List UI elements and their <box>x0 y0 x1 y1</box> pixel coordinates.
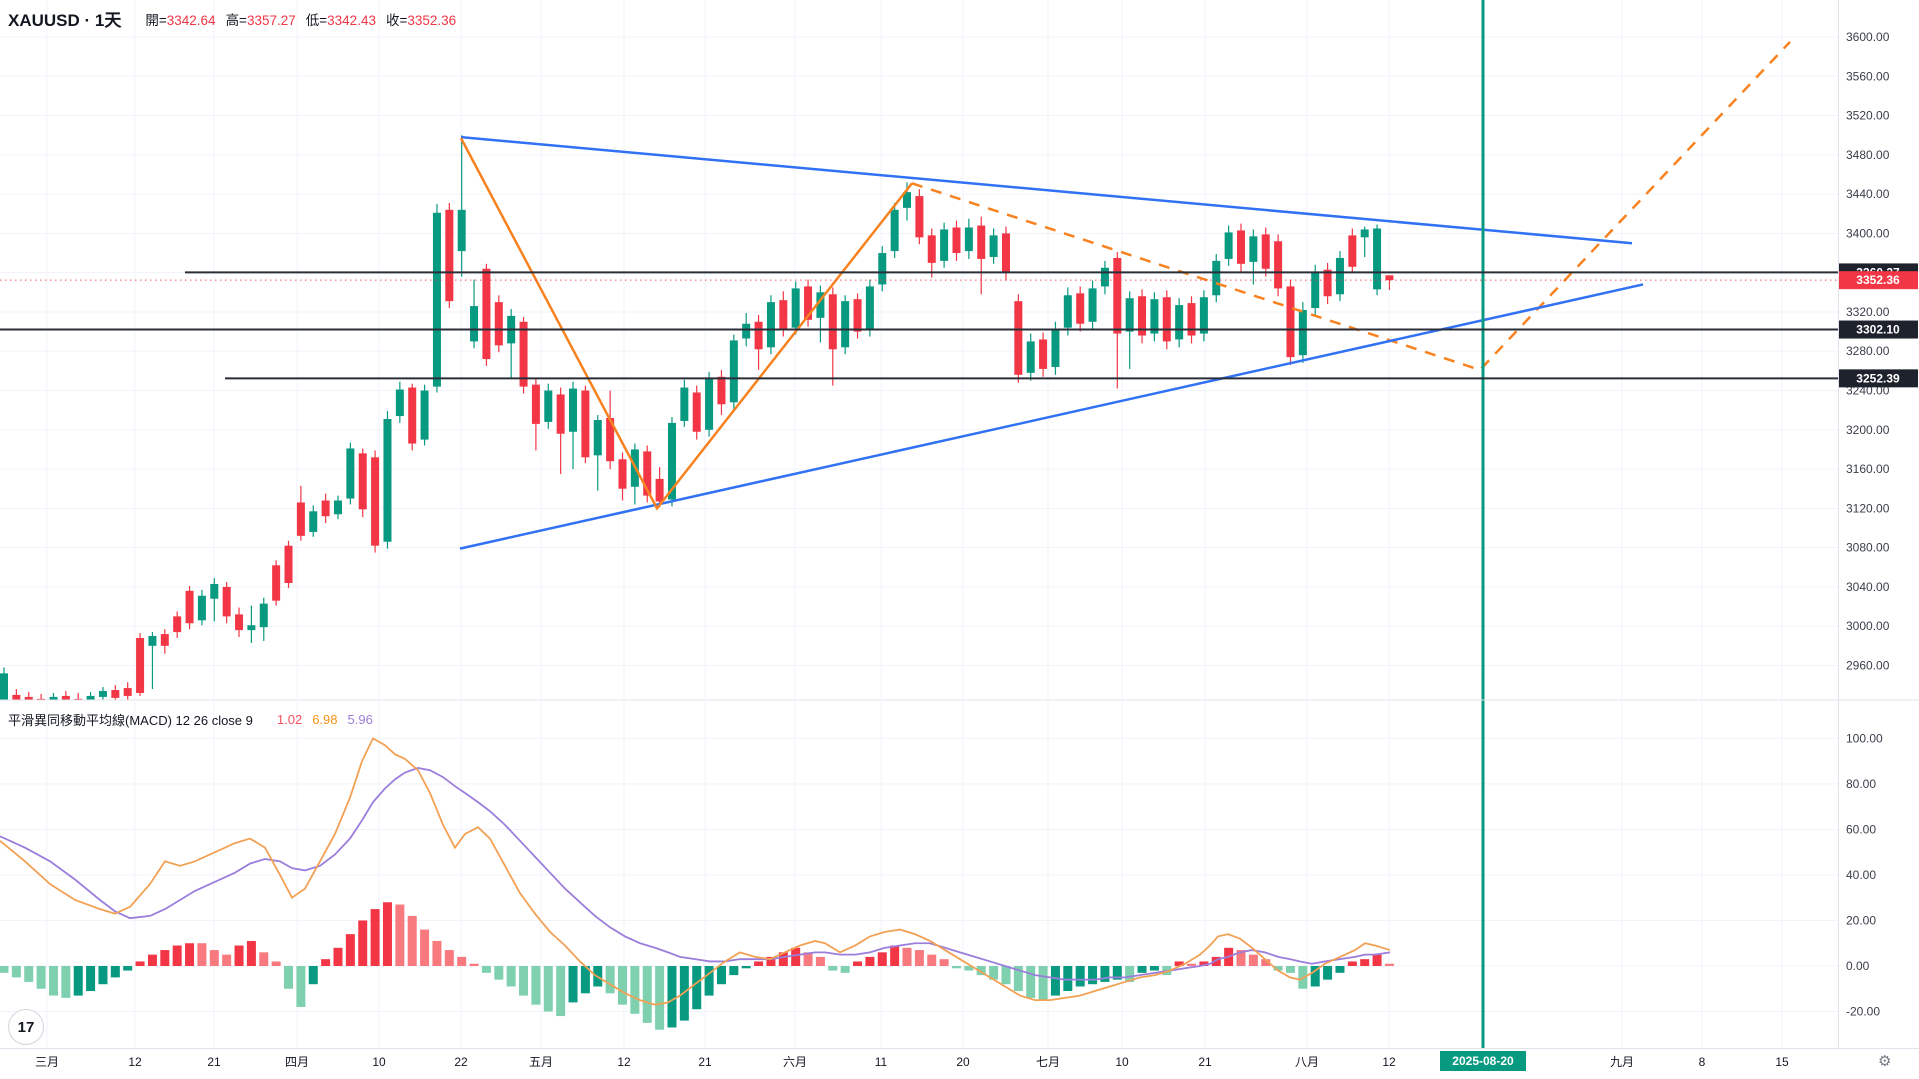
zigzag-solid <box>459 137 913 511</box>
lower-trendline <box>459 283 1644 550</box>
svg-text:21: 21 <box>698 1055 712 1069</box>
svg-text:3302.10: 3302.10 <box>1856 323 1900 337</box>
price-level-lines[interactable] <box>0 271 1838 380</box>
svg-text:10: 10 <box>1115 1055 1129 1069</box>
time-axis[interactable]: 三月 12 21 四月 10 22 五月 12 21 六月 11 20 七月 10 21 八月 12 2025-0… <box>35 1051 1789 1071</box>
ohlc-low: 低=3342.43 <box>305 12 376 28</box>
svg-text:3280.00: 3280.00 <box>1846 344 1890 358</box>
svg-text:3320.00: 3320.00 <box>1846 305 1890 319</box>
upper-trendline <box>460 135 1633 245</box>
svg-text:五月: 五月 <box>529 1055 553 1069</box>
event-date-label <box>1440 1051 1526 1071</box>
svg-text:12: 12 <box>128 1055 142 1069</box>
svg-text:-20.00: -20.00 <box>1846 1005 1880 1019</box>
macd-hist-value: 1.02 <box>276 712 303 727</box>
svg-text:3200.00: 3200.00 <box>1846 423 1890 437</box>
macd-line-value: 6.98 <box>312 712 338 727</box>
ohlc-high: 高=3357.27 <box>225 12 296 28</box>
svg-text:12: 12 <box>1382 1055 1396 1069</box>
symbol-title: XAUUSD · 1天 <box>8 11 122 30</box>
svg-text:3160.00: 3160.00 <box>1846 462 1890 476</box>
symbol-legend[interactable]: XAUUSD · 1天 開=3342.64 高=3357.27 低=3342.4… <box>8 6 456 31</box>
svg-text:3252.39: 3252.39 <box>1856 371 1900 385</box>
svg-text:21: 21 <box>207 1055 221 1069</box>
trendline-drawings[interactable] <box>459 41 1791 550</box>
svg-text:3440.00: 3440.00 <box>1846 187 1890 201</box>
svg-text:3000.00: 3000.00 <box>1846 619 1890 633</box>
svg-text:九月: 九月 <box>1610 1055 1634 1069</box>
candlestick-series <box>0 135 1394 700</box>
svg-text:3520.00: 3520.00 <box>1846 109 1890 123</box>
svg-text:七月: 七月 <box>1036 1055 1060 1069</box>
svg-text:3040.00: 3040.00 <box>1846 580 1890 594</box>
svg-text:12: 12 <box>617 1055 631 1069</box>
svg-text:2960.00: 2960.00 <box>1846 658 1890 672</box>
svg-text:40.00: 40.00 <box>1846 868 1876 882</box>
macd-signal-line <box>0 767 1391 981</box>
macd-fast-line <box>0 737 1391 1006</box>
svg-text:2025-08-20: 2025-08-20 <box>1452 1054 1514 1068</box>
svg-text:11: 11 <box>875 1055 888 1069</box>
svg-text:六月: 六月 <box>783 1055 807 1069</box>
svg-text:22: 22 <box>454 1055 468 1069</box>
svg-text:3352.36: 3352.36 <box>1856 273 1900 287</box>
macd-lines <box>0 737 1391 1006</box>
svg-text:3480.00: 3480.00 <box>1846 148 1890 162</box>
macd-legend[interactable]: 平滑異同移動平均線(MACD) 12 26 close 9 1.02 6.98 … <box>8 710 373 729</box>
macd-signal-value: 5.96 <box>347 712 373 727</box>
svg-text:21: 21 <box>1198 1055 1212 1069</box>
svg-text:80.00: 80.00 <box>1846 777 1876 791</box>
settings-gear-icon[interactable]: ⚙ <box>1878 1053 1892 1070</box>
pane-dividers <box>0 0 1919 1049</box>
svg-text:3120.00: 3120.00 <box>1846 501 1890 515</box>
svg-text:3560.00: 3560.00 <box>1846 69 1890 83</box>
svg-text:20.00: 20.00 <box>1846 913 1876 927</box>
svg-text:20: 20 <box>956 1055 970 1069</box>
svg-text:三月: 三月 <box>35 1055 59 1069</box>
macd-histogram <box>0 902 1394 1030</box>
price-axis[interactable]: 3600.00 3560.00 3520.00 3480.00 3440.00 3400.… <box>1846 30 1890 1019</box>
svg-text:四月: 四月 <box>285 1055 309 1069</box>
svg-text:八月: 八月 <box>1295 1055 1319 1069</box>
tradingview-logo-icon[interactable]: 17 <box>8 1009 44 1045</box>
zigzag-projection-dashed <box>911 41 1791 372</box>
ohlc-close: 收=3352.36 <box>385 12 457 28</box>
svg-text:60.00: 60.00 <box>1846 822 1876 836</box>
svg-text:100.00: 100.00 <box>1846 731 1883 745</box>
svg-text:15: 15 <box>1775 1055 1789 1069</box>
svg-text:8: 8 <box>1699 1055 1706 1069</box>
macd-title: 平滑異同移動平均線(MACD) 12 26 close 9 <box>8 713 253 728</box>
svg-text:10: 10 <box>372 1055 386 1069</box>
svg-text:3400.00: 3400.00 <box>1846 226 1890 240</box>
ohlc-open: 開=3342.64 <box>145 12 216 28</box>
svg-text:0.00: 0.00 <box>1846 959 1870 973</box>
grid <box>0 0 1838 1048</box>
svg-text:3080.00: 3080.00 <box>1846 541 1890 555</box>
svg-text:3600.00: 3600.00 <box>1846 30 1890 44</box>
